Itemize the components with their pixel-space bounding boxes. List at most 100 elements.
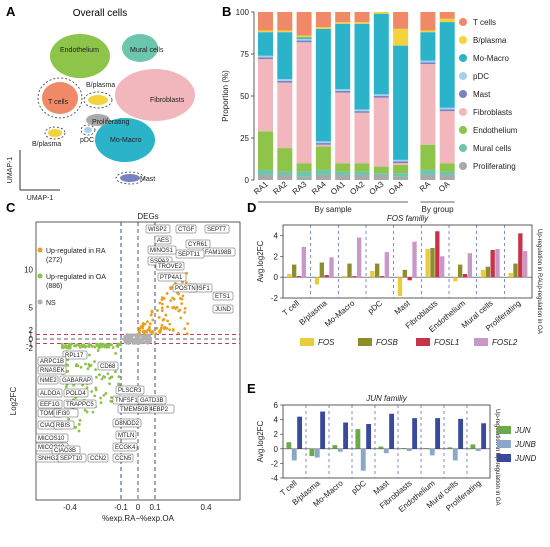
c-oa-gene-label: IFI30 <box>56 411 70 417</box>
c-point-oa <box>108 382 111 386</box>
umap-outline-tcells <box>37 77 83 119</box>
c-ra-gene-label: ETS1 <box>215 294 231 300</box>
c-point-ns <box>147 338 150 342</box>
d-legend-swatch <box>474 338 488 346</box>
c-point-ra <box>165 292 169 295</box>
c-point-ra <box>171 296 175 300</box>
c-point-ra <box>160 302 164 306</box>
b-bar-segment <box>354 112 370 164</box>
d-legend-swatch <box>416 338 430 346</box>
c-y-tick-label: 1 <box>29 331 34 340</box>
b-bar-segment <box>315 12 331 28</box>
b-bar-segment <box>277 148 293 172</box>
c-oa-gene-label: CD68 <box>100 364 116 370</box>
c-point-oa <box>99 342 103 346</box>
umap-label-proliferating: Proliferating <box>92 119 129 126</box>
b-x-tick-label: OA3 <box>368 179 386 197</box>
b-bar-segment <box>354 163 370 172</box>
c-point-ra <box>168 328 171 332</box>
c-point-oa <box>93 394 97 398</box>
c-x-tick-label: -0.4 <box>63 503 77 512</box>
c-point-oa <box>84 362 87 366</box>
c-point-ra <box>159 328 162 332</box>
bar-mark <box>342 276 347 278</box>
bar-mark <box>481 423 487 449</box>
bar-mark <box>475 448 481 451</box>
bar-mark <box>378 446 384 449</box>
c-oa-gene-box <box>62 350 88 360</box>
c-point-ra <box>162 297 166 300</box>
c-point-oa <box>83 345 87 349</box>
b-x-tick-label: RA3 <box>291 179 309 196</box>
c-oa-gene-label: POLD4 <box>66 391 86 397</box>
b-bar-segment <box>277 32 293 80</box>
b-bar-segment <box>354 174 370 180</box>
b-bar-segment <box>315 28 331 142</box>
c-ra-gene-box <box>175 224 197 234</box>
b-x-tick-label: OA <box>437 179 452 194</box>
bar-mark <box>337 448 343 452</box>
c-ra-gene-label: POSTN <box>175 286 196 292</box>
bar-mark <box>424 448 430 449</box>
c-point-oa <box>99 401 103 405</box>
d-legend-label: FOSB <box>376 338 398 347</box>
c-point-ns <box>132 333 136 337</box>
c-oa-gene-label: SNHG29 <box>38 456 63 462</box>
c-x-tick-label: 0.1 <box>149 503 161 512</box>
c-point-ra <box>158 301 162 305</box>
c-oa-gene-box <box>112 442 138 452</box>
b-bar-segment <box>315 27 331 29</box>
b-bar-segment <box>354 12 370 23</box>
b-bar-segment <box>393 176 409 180</box>
b-y-tick-label: 25 <box>240 134 249 143</box>
c-point-ra <box>138 329 141 333</box>
c-point-ra <box>150 309 154 313</box>
c-oa-gene-box <box>112 453 134 463</box>
umap-cluster-proliferating <box>86 114 110 126</box>
b-bar-segment <box>439 111 455 164</box>
b-bar-segment <box>354 23 370 110</box>
c-point-ra <box>174 307 177 310</box>
b-legend-label: pDC <box>473 72 489 81</box>
c-oa-gene-label: RBIS <box>56 423 70 429</box>
c-y-tick-label: -2 <box>26 344 34 353</box>
c-point-oa <box>72 383 76 387</box>
bar-mark <box>452 448 458 461</box>
c-point-ra <box>186 322 190 326</box>
c-point-ra <box>180 302 184 306</box>
bar-mark <box>357 237 362 278</box>
c-point-ns <box>132 339 135 342</box>
c-point-ns <box>146 341 149 345</box>
c-oa-gene-label: D8NDD2 <box>115 421 140 427</box>
c-point-ra <box>171 306 174 310</box>
b-bar-segment <box>296 12 312 36</box>
c-oa-gene-box <box>63 399 97 409</box>
b-bar-segment <box>258 30 273 33</box>
c-point-oa <box>78 346 82 349</box>
c-ra-gene-box <box>147 245 177 255</box>
c-point-ra <box>166 319 169 323</box>
c-oa-gene-box <box>37 399 63 409</box>
c-point-ra <box>154 332 158 336</box>
bar-x-tick-label: pDC <box>366 299 384 316</box>
c-oa-gene-label: GABARAP <box>62 378 91 384</box>
umap-label-mast: Mast <box>140 176 155 183</box>
bar-side-label-oa: Up-regulation in OA <box>536 281 542 334</box>
c-oa-gene-box <box>87 453 109 463</box>
bar-mark <box>384 252 390 278</box>
b-bar-segment <box>277 79 293 81</box>
b-bar-segment <box>354 109 370 112</box>
b-bar-segment <box>335 171 351 175</box>
bar-mark <box>320 411 326 449</box>
c-point-oa <box>61 344 64 348</box>
b-bar-segment <box>277 171 293 175</box>
c-point-oa <box>77 422 81 426</box>
c-oa-gene-label: GATD3B <box>140 398 164 404</box>
c-oa-gene-box <box>137 395 167 405</box>
c-point-oa <box>60 342 64 346</box>
umap-label-tcells: T cells <box>48 99 69 106</box>
c-oa-gene-label: NME2 <box>40 378 57 384</box>
c-point-ns <box>126 335 130 339</box>
b-bar-segment <box>354 111 370 113</box>
c-point-oa <box>117 375 121 379</box>
